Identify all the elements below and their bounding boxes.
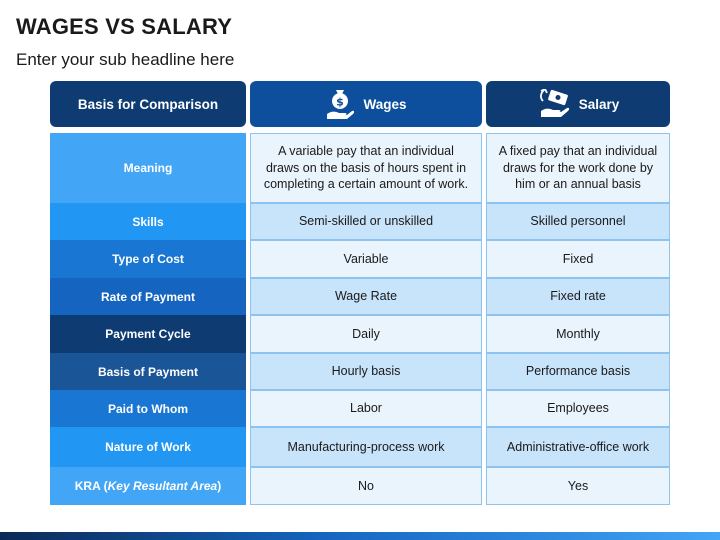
table-row: Meaning A variable pay that an individua…: [50, 133, 670, 203]
wages-cell: Semi-skilled or unskilled: [250, 203, 482, 240]
table-row: KRA (Key Resultant Area) No Yes: [50, 467, 670, 505]
wages-cell: A variable pay that an individual draws …: [250, 133, 482, 203]
table-row: Basis of Payment Hourly basis Performanc…: [50, 353, 670, 390]
kra-expansion: Key Resultant Area: [107, 479, 218, 493]
header-wages-label: Wages: [363, 96, 407, 112]
salary-cell: Employees: [486, 390, 670, 427]
row-label: Type of Cost: [50, 240, 246, 278]
salary-cell: Skilled personnel: [486, 203, 670, 240]
salary-cell: A fixed pay that an individual draws for…: [486, 133, 670, 203]
salary-cell: Fixed: [486, 240, 670, 278]
wages-cell: Hourly basis: [250, 353, 482, 390]
kra-prefix: KRA (: [74, 479, 108, 493]
salary-cell: Monthly: [486, 315, 670, 353]
table-row: Paid to Whom Labor Employees: [50, 390, 670, 427]
page-title: WAGES VS SALARY: [16, 14, 233, 39]
header-basis: Basis for Comparison: [50, 81, 246, 127]
table-row: Nature of Work Manufacturing-process wor…: [50, 427, 670, 467]
wages-cell: No: [250, 467, 482, 505]
header-salary-label: Salary: [578, 96, 620, 112]
row-label: KRA (Key Resultant Area): [50, 467, 246, 505]
wages-cell: Labor: [250, 390, 482, 427]
header-wages: $ Wages: [250, 81, 482, 127]
table-row: Rate of Payment Wage Rate Fixed rate: [50, 278, 670, 315]
header-basis-label: Basis for Comparison: [77, 96, 219, 112]
row-label: Skills: [50, 203, 246, 240]
salary-cell: Administrative-office work: [486, 427, 670, 467]
row-label: Payment Cycle: [50, 315, 246, 353]
row-label: Rate of Payment: [50, 278, 246, 315]
salary-cell: Performance basis: [486, 353, 670, 390]
svg-text:$: $: [337, 96, 345, 109]
table-row: Type of Cost Variable Fixed: [50, 240, 670, 278]
row-label: Meaning: [50, 133, 246, 203]
wages-cell: Wage Rate: [250, 278, 482, 315]
table-row: Payment Cycle Daily Monthly: [50, 315, 670, 353]
row-label: Paid to Whom: [50, 390, 246, 427]
salary-cell: Fixed rate: [486, 278, 670, 315]
page-subtitle: Enter your sub headline here: [16, 50, 235, 69]
row-label: Basis of Payment: [50, 353, 246, 390]
header-salary: Salary: [486, 81, 670, 127]
footer-gradient-bar: [0, 532, 720, 540]
table-row: Skills Semi-skilled or unskilled Skilled…: [50, 203, 670, 240]
kra-suffix: ): [217, 479, 222, 493]
money-bag-hand-icon: $: [325, 87, 355, 121]
salary-cell: Yes: [486, 467, 670, 505]
cash-hand-icon: [537, 89, 571, 119]
wages-cell: Variable: [250, 240, 482, 278]
wages-cell: Manufacturing-process work: [250, 427, 482, 467]
row-label: Nature of Work: [50, 427, 246, 467]
wages-cell: Daily: [250, 315, 482, 353]
